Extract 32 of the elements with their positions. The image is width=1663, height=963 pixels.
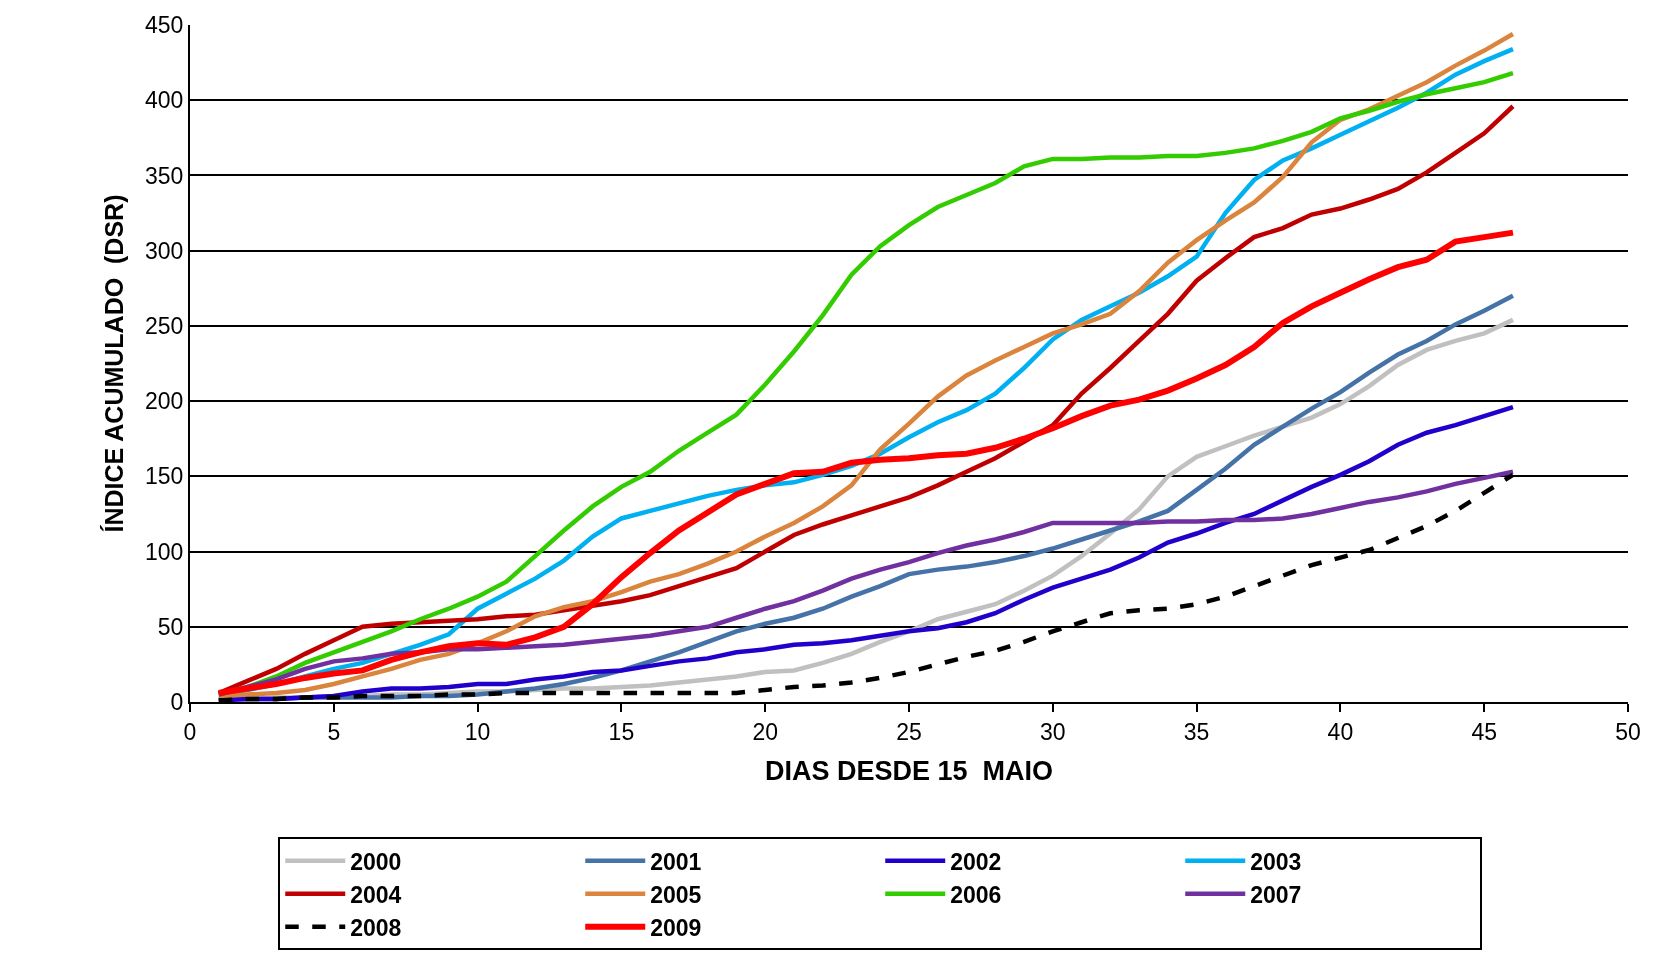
legend-label: 2008 (350, 914, 402, 941)
legend-label: 2007 (1250, 881, 1302, 908)
y-tick-label: 0 (170, 689, 184, 716)
x-axis-title: DIAS DESDE 15 MAIO (764, 756, 1054, 787)
x-tick-label: 15 (608, 718, 635, 745)
legend-label: 2005 (650, 881, 702, 908)
y-tick-label: 100 (145, 538, 184, 565)
y-tick-label: 150 (145, 463, 184, 490)
x-tick-label: 40 (1327, 718, 1354, 745)
x-tick-label: 35 (1183, 718, 1210, 745)
x-tick-label: 10 (464, 718, 491, 745)
y-tick-label: 300 (145, 237, 184, 264)
x-tick-label: 20 (752, 718, 778, 745)
x-tick-label: 25 (896, 718, 922, 745)
legend-label: 2000 (350, 848, 402, 875)
y-tick-label: 200 (145, 388, 184, 415)
y-tick-label: 50 (157, 613, 184, 640)
y-tick-label: 450 (145, 12, 184, 39)
legend-label: 2004 (350, 881, 402, 908)
legend-label: 2006 (950, 881, 1002, 908)
y-axis-title: ÍNDICE ACUMULADO (DSR) (100, 194, 129, 533)
legend-label: 2003 (1250, 848, 1302, 875)
y-tick-label: 400 (145, 87, 184, 114)
legend-label: 2001 (650, 848, 702, 875)
legend-label: 2009 (650, 914, 702, 941)
x-tick-label: 50 (1615, 718, 1641, 745)
x-tick-label: 30 (1040, 718, 1066, 745)
y-tick-label: 250 (145, 312, 184, 339)
x-tick-label: 45 (1471, 718, 1497, 745)
x-tick-label: 5 (327, 718, 341, 745)
y-tick-label: 350 (145, 162, 184, 189)
legend-label: 2002 (950, 848, 1002, 875)
